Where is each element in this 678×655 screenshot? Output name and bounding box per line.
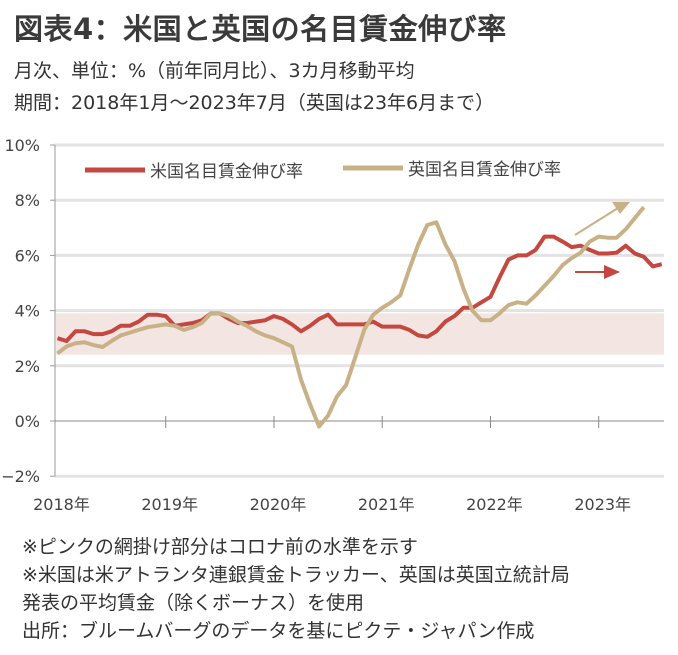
uk-trend-arrow-head	[612, 202, 630, 214]
footnote-sources-cont: 発表の平均賃金（除くボーナス）を使用	[22, 592, 365, 614]
uk-trend-arrow-shaft	[574, 207, 619, 236]
x-tick-label: 2020年	[250, 495, 307, 514]
y-tick-label: 0%	[15, 412, 40, 431]
y-tick-label: 4%	[15, 302, 40, 321]
footnote-shading: ※ピンクの網掛け部分はコロナ前の水準を示す	[22, 536, 418, 558]
y-tick-label: −2%	[1, 467, 40, 486]
x-tick-label: 2019年	[141, 495, 198, 514]
legend-label-uk: 英国名目賃金伸び率	[408, 160, 561, 180]
x-tick-label: 2023年	[574, 495, 631, 514]
y-tick-label: 6%	[15, 246, 40, 265]
y-tick-label: 8%	[15, 191, 40, 210]
us-trend-arrow-head	[604, 265, 620, 279]
series-line-uk	[56, 205, 646, 429]
y-tick-label: 10%	[4, 136, 40, 155]
chart-subtitle-units: 月次、単位：%（前年同月比）、3カ月移動平均	[14, 60, 415, 82]
x-tick-label: 2021年	[358, 495, 415, 514]
x-tick-label: 2022年	[466, 495, 523, 514]
footnote-sources: ※米国は米アトランタ連銀賃金トラッカー、英国は英国立統計局	[22, 564, 570, 586]
x-tick-label: 2018年	[33, 495, 90, 514]
y-tick-label: 2%	[15, 357, 40, 376]
legend-label-us: 米国名目賃金伸び率	[150, 162, 303, 182]
chart-title: 図表4：米国と英国の名目賃金伸び率	[14, 12, 507, 46]
series-line-us	[56, 234, 663, 343]
chart-subtitle-period: 期間：2018年1月～2023年7月（英国は23年6月まで）	[14, 92, 495, 114]
footnote-credit: 出所：ブルームバーグのデータを基にピクテ・ジャパン作成	[22, 620, 535, 642]
